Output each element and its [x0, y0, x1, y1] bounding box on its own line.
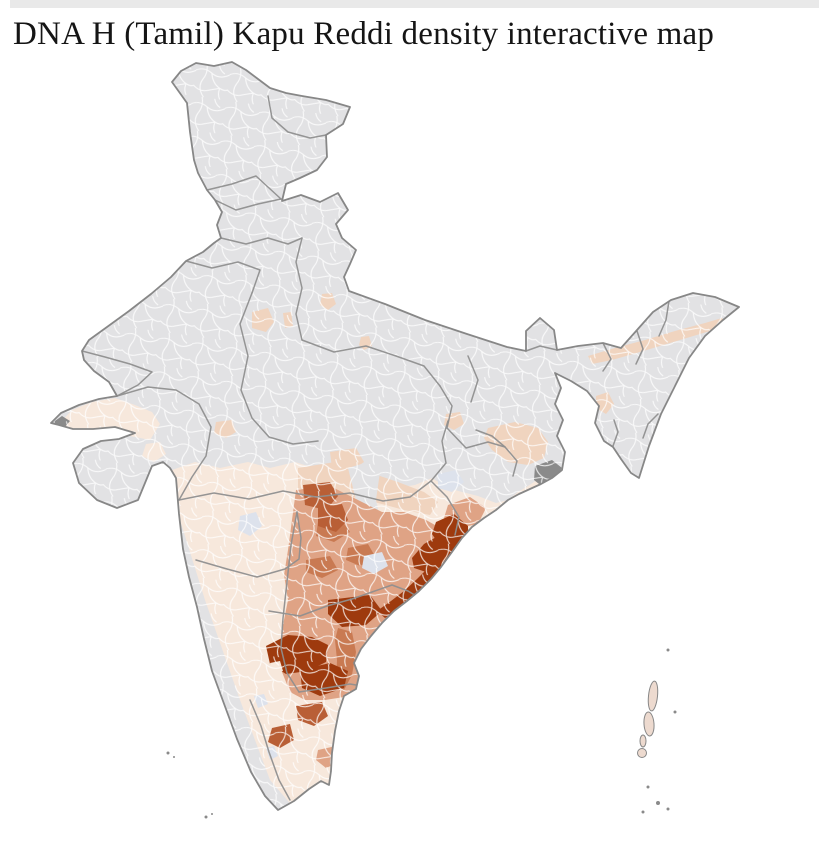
- district-boundaries-texture: [51, 62, 739, 810]
- lakshadweep-islands[interactable]: [166, 751, 214, 819]
- india-landmass[interactable]: [40, 55, 770, 835]
- map-title: DNA H (Tamil) Kapu Reddi density interac…: [13, 16, 715, 52]
- andaman-nicobar-islands[interactable]: [637, 648, 677, 814]
- top-divider-bar: [10, 0, 819, 8]
